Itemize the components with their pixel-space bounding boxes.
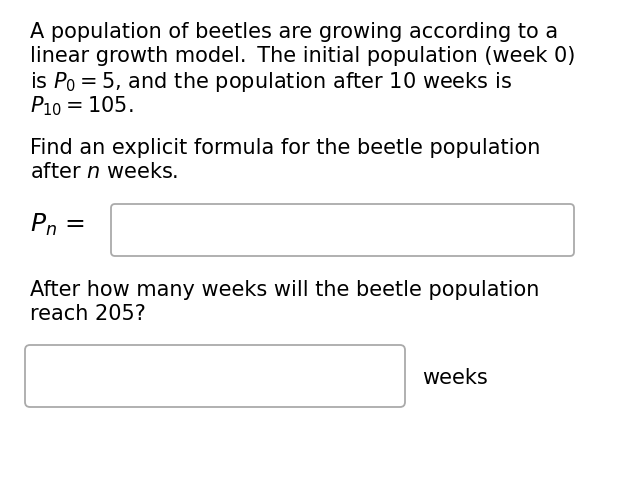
Text: weeks: weeks bbox=[422, 368, 488, 388]
Text: is $P_0 = 5$, and the population after 10 weeks is: is $P_0 = 5$, and the population after 1… bbox=[30, 70, 512, 94]
Text: Find an explicit formula for the beetle population: Find an explicit formula for the beetle … bbox=[30, 138, 540, 158]
Text: after $n$ weeks.: after $n$ weeks. bbox=[30, 162, 179, 182]
Text: $P_{10} = 105$.: $P_{10} = 105$. bbox=[30, 94, 133, 118]
FancyBboxPatch shape bbox=[111, 204, 574, 256]
FancyBboxPatch shape bbox=[25, 345, 405, 407]
Text: linear growth model.  The initial population (week 0): linear growth model. The initial populat… bbox=[30, 46, 575, 66]
Text: After how many weeks will the beetle population: After how many weeks will the beetle pop… bbox=[30, 280, 540, 300]
Text: reach 205?: reach 205? bbox=[30, 304, 146, 324]
Text: $P_n$ =: $P_n$ = bbox=[30, 212, 85, 238]
Text: A population of beetles are growing according to a: A population of beetles are growing acco… bbox=[30, 22, 558, 42]
